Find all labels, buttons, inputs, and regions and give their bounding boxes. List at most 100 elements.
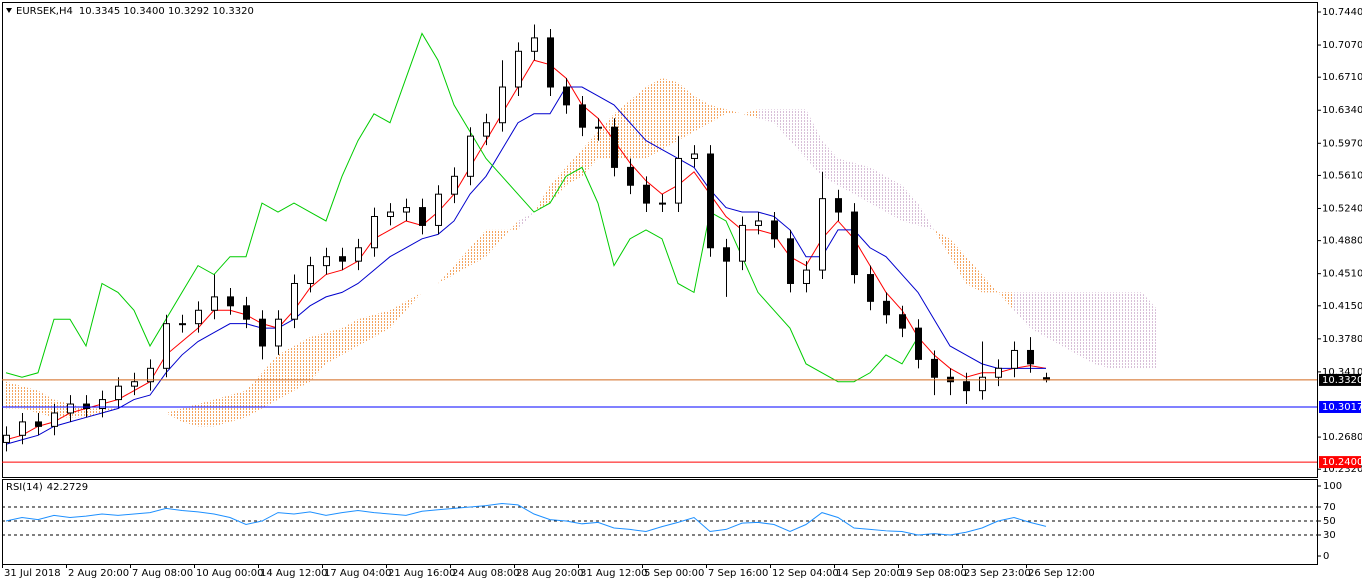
candle-body <box>227 296 234 307</box>
cloud-segment <box>742 109 758 119</box>
candle-body <box>243 305 250 320</box>
y-tick-label: 10.6710 <box>1322 72 1362 83</box>
x-tick-label: 31 Aug 12:00 <box>580 568 647 579</box>
price-tag-label: 10.3017 <box>1322 402 1362 413</box>
y-tick-label: 10.5240 <box>1322 203 1362 214</box>
cloud-segment <box>582 131 598 177</box>
cloud-segment <box>934 229 950 257</box>
candle-body <box>755 220 762 226</box>
cloud-segment <box>310 332 326 382</box>
cloud-segment <box>326 328 342 364</box>
y-tick-label: 10.4150 <box>1322 301 1362 312</box>
candle-body <box>851 211 858 276</box>
cloud-segment <box>774 109 790 141</box>
x-tick-label: 7 Sep 16:00 <box>708 568 768 579</box>
candle-body <box>819 198 826 271</box>
candle-body <box>595 126 602 129</box>
cloud-segment <box>822 140 838 186</box>
x-tick-label: 28 Aug 20:00 <box>516 568 583 579</box>
candle-body <box>307 265 314 284</box>
cloud-segment <box>662 78 678 150</box>
x-tick-label: 17 Aug 04:00 <box>324 568 391 579</box>
x-tick-label: 14 Sep 20:00 <box>836 568 903 579</box>
candle-body <box>355 247 362 262</box>
cloud-segment <box>950 238 966 284</box>
cloud-segment <box>182 404 198 427</box>
cloud-segment <box>646 78 662 159</box>
lines-layer <box>2 32 1317 536</box>
candle-body <box>419 207 426 226</box>
candle-body <box>259 318 266 347</box>
indicator-line <box>5 59 1047 441</box>
cloud-segment <box>342 319 358 355</box>
cloud-segment <box>518 212 534 230</box>
x-tick-label: 24 Aug 08:00 <box>452 568 519 579</box>
candle-body <box>35 421 42 427</box>
candle-body <box>387 211 394 218</box>
candle-body <box>931 358 938 378</box>
x-tick-label: 26 Sep 12:00 <box>1028 568 1095 579</box>
rsi-tick-label: 30 <box>1323 530 1336 541</box>
cloud-segment <box>454 247 470 275</box>
candle-body <box>883 300 890 316</box>
cloud-segment <box>886 176 902 221</box>
candle-body <box>675 157 682 204</box>
main-panel <box>2 2 1318 478</box>
price-tag-label: 10.3320 <box>1322 375 1362 386</box>
candle-body <box>323 256 330 267</box>
cloud-segment <box>38 390 54 418</box>
cloud-segment <box>550 167 566 204</box>
cloud-segment <box>1014 292 1030 329</box>
rsi-tick-label: 70 <box>1323 502 1336 513</box>
cloud-segment <box>1110 292 1126 369</box>
candle-body <box>995 367 1002 378</box>
cloud-segment <box>1030 292 1046 338</box>
x-tick-label: 12 Sep 04:00 <box>772 568 839 579</box>
cloud-segment <box>390 301 406 329</box>
x-tick-label: 2 Aug 20:00 <box>68 568 129 579</box>
cloud-segment <box>374 310 390 338</box>
labels-layer: 10.7440 10.7070 10.6710 10.6340 10.5970 10.56… <box>2 7 1362 579</box>
rsi-header: RSI(14) 42.2729 <box>6 482 88 493</box>
candle-body <box>291 282 298 320</box>
candle-body <box>915 327 922 360</box>
cloud-segment <box>1062 292 1078 355</box>
cloud-segment <box>502 220 518 239</box>
candle-body <box>835 198 842 213</box>
x-tick-label: 7 Aug 08:00 <box>132 568 193 579</box>
cloud-segment <box>998 292 1014 311</box>
cloud-segment <box>214 395 230 427</box>
candle-body <box>83 403 90 410</box>
y-tick-label: 10.5970 <box>1322 138 1362 149</box>
candle-body <box>899 314 906 329</box>
candle-body <box>723 247 730 262</box>
rsi-line <box>5 503 1047 536</box>
candle-body <box>867 274 874 302</box>
candle-body <box>499 86 506 124</box>
candle-body <box>163 323 170 369</box>
cloud-segment <box>262 354 278 409</box>
candle-body <box>211 296 218 311</box>
cloud-segment <box>758 109 774 123</box>
cloud-segment <box>870 167 886 213</box>
candle-body <box>371 216 378 249</box>
candle-body <box>707 153 714 249</box>
x-tick-label: 5 Sep 00:00 <box>644 568 704 579</box>
candle-body <box>115 385 122 401</box>
indicator-line <box>5 86 1046 445</box>
indicator-line <box>5 32 919 383</box>
candle-body <box>787 238 794 284</box>
cloud-segment <box>918 203 934 230</box>
cloud-segment <box>438 265 454 284</box>
candle-body <box>3 434 10 443</box>
x-tick-label: 14 Aug 12:00 <box>260 568 327 579</box>
cloud-segment <box>838 158 854 195</box>
candle-body <box>483 122 490 137</box>
candle-body <box>659 202 666 205</box>
candle-body <box>147 367 154 383</box>
cloud-segment <box>358 314 374 346</box>
candle-body <box>611 126 618 168</box>
header: EURSEK,H4 10.3345 10.3400 10.3292 10.3320 <box>16 6 254 17</box>
candle-body <box>99 399 106 410</box>
